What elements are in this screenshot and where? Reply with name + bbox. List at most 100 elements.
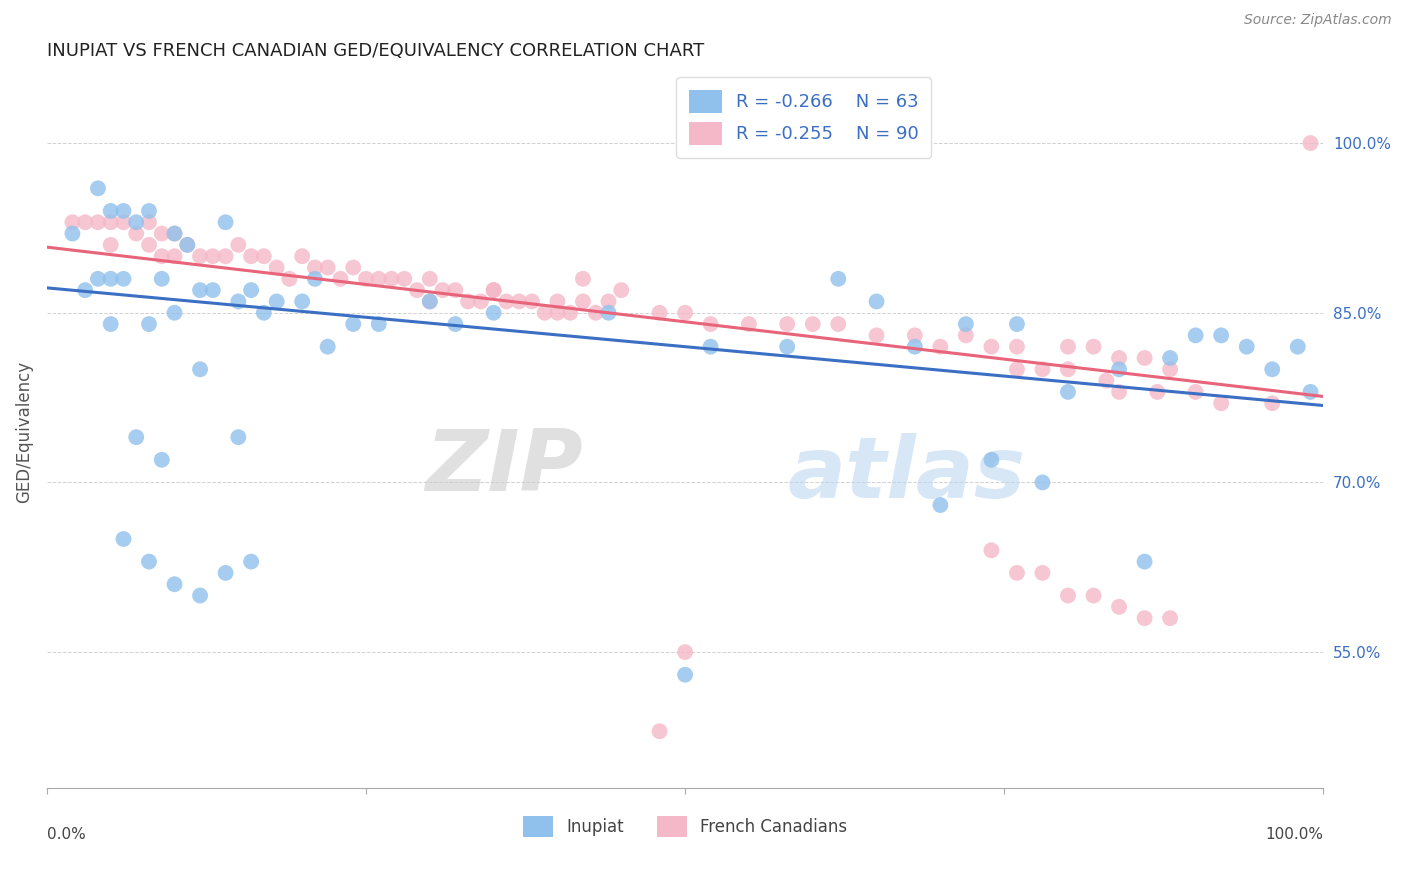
Point <box>112 215 135 229</box>
Point <box>1057 340 1080 354</box>
Point <box>673 667 696 681</box>
Point <box>1236 340 1258 354</box>
Point <box>214 249 236 263</box>
Point <box>776 317 799 331</box>
Point <box>1031 475 1053 490</box>
Point <box>1108 351 1130 365</box>
Point <box>648 306 671 320</box>
Point <box>980 452 1002 467</box>
Point <box>1005 362 1028 376</box>
Point <box>572 272 595 286</box>
Point <box>1211 328 1233 343</box>
Point <box>1261 396 1284 410</box>
Point <box>188 589 211 603</box>
Point <box>457 294 479 309</box>
Point <box>865 328 887 343</box>
Point <box>87 272 110 286</box>
Point <box>188 283 211 297</box>
Text: ZIP: ZIP <box>426 425 583 508</box>
Point <box>228 294 250 309</box>
Point <box>228 430 250 444</box>
Point <box>1057 589 1080 603</box>
Point <box>291 294 314 309</box>
Point <box>865 294 887 309</box>
Point <box>214 566 236 580</box>
Point <box>176 238 198 252</box>
Point <box>1005 340 1028 354</box>
Point <box>100 238 122 252</box>
Point <box>266 294 288 309</box>
Point <box>163 577 186 591</box>
Point <box>572 294 595 309</box>
Point <box>432 283 454 297</box>
Point <box>163 227 186 241</box>
Point <box>929 498 952 512</box>
Point <box>150 452 173 467</box>
Point <box>240 249 263 263</box>
Text: 100.0%: 100.0% <box>1265 827 1323 842</box>
Point <box>1108 599 1130 614</box>
Point <box>673 645 696 659</box>
Point <box>380 272 402 286</box>
Point <box>201 283 224 297</box>
Point <box>1057 362 1080 376</box>
Point <box>240 555 263 569</box>
Point <box>827 272 849 286</box>
Point <box>699 317 721 331</box>
Point <box>419 272 441 286</box>
Point <box>188 362 211 376</box>
Point <box>419 294 441 309</box>
Point <box>546 294 568 309</box>
Point <box>482 283 505 297</box>
Point <box>648 724 671 739</box>
Point <box>163 249 186 263</box>
Y-axis label: GED/Equivalency: GED/Equivalency <box>15 360 32 502</box>
Point <box>62 227 84 241</box>
Point <box>560 306 582 320</box>
Point <box>100 317 122 331</box>
Point <box>444 283 467 297</box>
Point <box>904 328 927 343</box>
Point <box>470 294 492 309</box>
Point <box>75 215 97 229</box>
Point <box>1031 566 1053 580</box>
Legend: Inupiat, French Canadians: Inupiat, French Canadians <box>516 809 853 844</box>
Point <box>304 272 326 286</box>
Point <box>367 317 389 331</box>
Point <box>508 294 530 309</box>
Point <box>1108 384 1130 399</box>
Point <box>776 340 799 354</box>
Point <box>1159 362 1181 376</box>
Point <box>1057 384 1080 399</box>
Point <box>1133 555 1156 569</box>
Point <box>699 340 721 354</box>
Point <box>827 317 849 331</box>
Point <box>1299 384 1322 399</box>
Point <box>138 203 160 218</box>
Point <box>112 203 135 218</box>
Point <box>75 283 97 297</box>
Point <box>100 215 122 229</box>
Point <box>1261 362 1284 376</box>
Point <box>176 238 198 252</box>
Point <box>929 340 952 354</box>
Point <box>138 238 160 252</box>
Point <box>598 306 620 320</box>
Point <box>585 306 607 320</box>
Point <box>291 249 314 263</box>
Point <box>980 340 1002 354</box>
Point <box>1184 384 1206 399</box>
Point <box>150 227 173 241</box>
Point <box>100 272 122 286</box>
Point <box>266 260 288 275</box>
Point <box>228 238 250 252</box>
Point <box>163 306 186 320</box>
Point <box>138 317 160 331</box>
Point <box>1159 351 1181 365</box>
Point <box>738 317 761 331</box>
Point <box>112 272 135 286</box>
Point <box>253 249 276 263</box>
Text: atlas: atlas <box>787 433 1025 516</box>
Point <box>1133 611 1156 625</box>
Point <box>125 215 148 229</box>
